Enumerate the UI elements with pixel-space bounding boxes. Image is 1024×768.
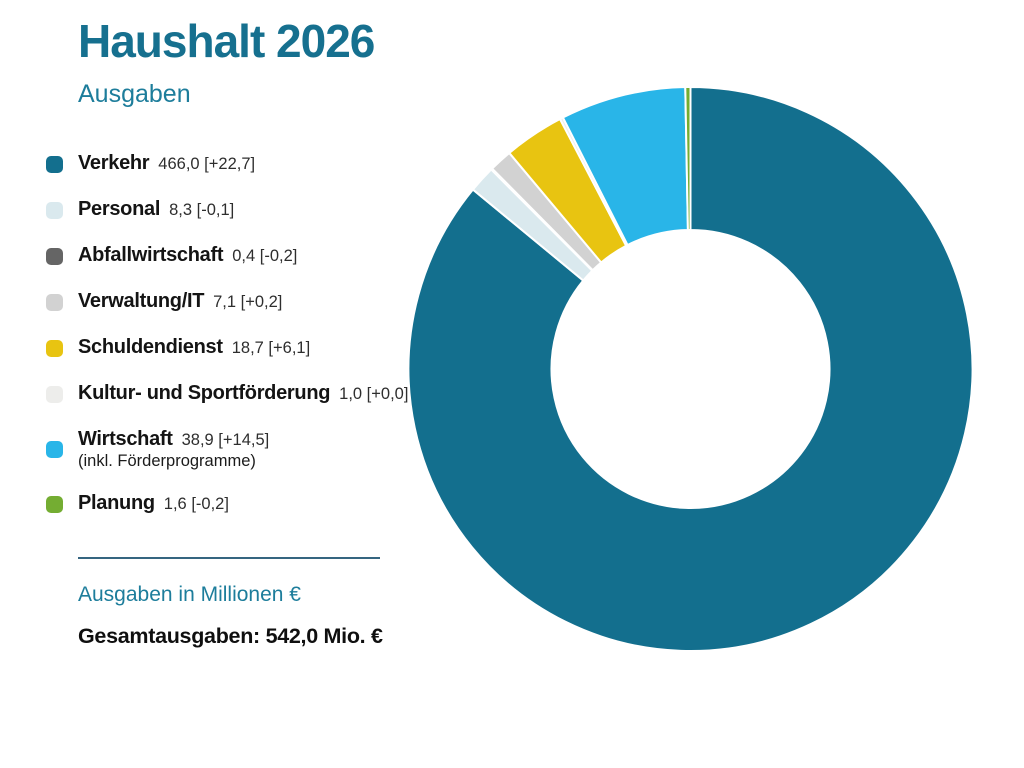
divider-line <box>78 557 380 559</box>
legend-item-planung: Planung 1,6 [-0,2] <box>46 492 426 516</box>
legend-item-wirtschaft: Wirtschaft 38,9 [+14,5] (inkl. Förderprogr… <box>46 428 426 470</box>
unit-note: Ausgaben in Millionen € <box>78 583 301 606</box>
legend-label: Schuldendienst <box>78 336 223 358</box>
legend-item-abfallwirtschaft: Abfallwirtschaft 0,4 [-0,2] <box>46 244 426 268</box>
legend-swatch-abfallwirtschaft <box>46 247 63 265</box>
total-expenses: Gesamtausgaben: 542,0 Mio. € <box>78 624 383 648</box>
legend-swatch-wirtschaft <box>46 440 63 458</box>
legend-label: Verwaltung/IT <box>78 290 205 312</box>
legend-label: Verkehr <box>78 152 150 174</box>
legend-value: 38,9 [+14,5] <box>181 431 270 449</box>
page-title: Haushalt 2026 <box>78 15 375 67</box>
chart-legend: Verkehr 466,0 [+22,7] Personal 8,3 [-0,1] Ab… <box>46 152 426 538</box>
legend-value: 8,3 [-0,1] <box>169 201 235 219</box>
legend-swatch-verkehr <box>46 155 63 173</box>
legend-value: 0,4 [-0,2] <box>232 247 298 265</box>
legend-swatch-kultur-sportfoerderung <box>46 385 63 403</box>
legend-item-schuldendienst: Schuldendienst 18,7 [+6,1] <box>46 336 426 360</box>
page-subtitle: Ausgaben <box>78 80 191 108</box>
legend-swatch-planung <box>46 495 63 513</box>
legend-label: Abfallwirtschaft <box>78 244 224 266</box>
legend-item-verwaltung-it: Verwaltung/IT 7,1 [+0,2] <box>46 290 426 314</box>
legend-value: 18,7 [+6,1] <box>231 339 311 357</box>
legend-label: Planung <box>78 492 155 514</box>
legend-swatch-personal <box>46 201 63 219</box>
donut-chart <box>407 86 974 652</box>
legend-swatch-verwaltung-it <box>46 293 63 311</box>
donut-chart-area <box>400 78 982 660</box>
legend-label: Kultur- und Sportförderung <box>78 382 331 404</box>
legend-value: 466,0 [+22,7] <box>158 155 256 173</box>
legend-value: 1,0 [+0,0] <box>339 385 409 403</box>
legend-swatch-schuldendienst <box>46 339 63 357</box>
legend-label: Personal <box>78 198 161 220</box>
donut-segment-verkehr <box>407 86 974 652</box>
legend-value: 1,6 [-0,2] <box>163 495 229 513</box>
legend-item-personal: Personal 8,3 [-0,1] <box>46 198 426 222</box>
legend-item-kultur-sportfoerderung: Kultur- und Sportförderung 1,0 [+0,0] <box>46 382 426 406</box>
legend-label: Wirtschaft <box>78 428 173 450</box>
legend-sublabel: (inkl. Förderprogramme) <box>78 452 256 470</box>
legend-item-verkehr: Verkehr 466,0 [+22,7] <box>46 152 426 176</box>
legend-value: 7,1 [+0,2] <box>213 293 283 311</box>
donut-segment-planung <box>684 86 692 232</box>
